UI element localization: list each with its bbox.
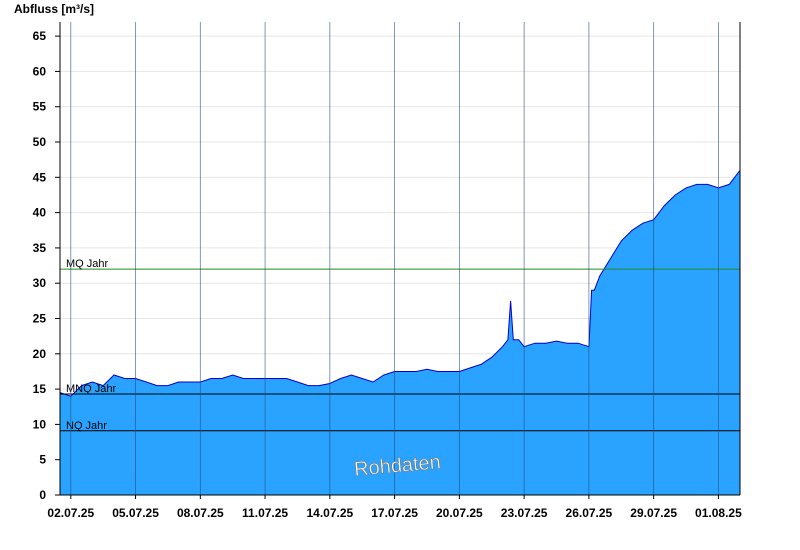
y-tick-label: 40 — [33, 206, 47, 220]
area-layer — [59, 169, 741, 496]
y-tick-label: 0 — [39, 488, 46, 502]
discharge-area — [60, 170, 740, 496]
y-tick-label: 30 — [33, 276, 47, 290]
x-tick-label: 01.08.25 — [695, 506, 742, 520]
x-tick-label: 26.07.25 — [566, 506, 613, 520]
x-tick-label: 23.07.25 — [501, 506, 548, 520]
y-axis-label: Abfluss [m³/s] — [14, 2, 94, 16]
ref-line-label: MNQ Jahr — [66, 383, 116, 395]
y-tick-label: 15 — [33, 382, 47, 396]
x-tick-label: 08.07.25 — [177, 506, 224, 520]
axes — [55, 22, 741, 499]
ref-line-label: NQ Jahr — [66, 420, 107, 432]
y-tick-label: 65 — [33, 29, 47, 43]
y-tick-label: 5 — [39, 453, 46, 467]
y-tick-label: 60 — [33, 64, 47, 78]
x-tick-label: 02.07.25 — [47, 506, 94, 520]
y-tick-label: 55 — [33, 100, 47, 114]
x-tick-label: 20.07.25 — [436, 506, 483, 520]
y-tick-label: 50 — [33, 135, 47, 149]
x-tick-label: 11.07.25 — [242, 506, 288, 520]
x-tick-label: 05.07.25 — [112, 506, 159, 520]
y-tick-label: 10 — [33, 417, 47, 431]
vertical-grid-lines — [70, 22, 719, 495]
x-tick-label: 29.07.25 — [630, 506, 677, 520]
discharge-line — [59, 169, 741, 397]
y-tick-label: 20 — [33, 347, 47, 361]
x-tick-labels: 02.07.25 05.07.25 08.07.25 11.07.25 14.07.25… — [47, 506, 742, 520]
y-tick-label: 25 — [33, 312, 47, 326]
reference-lines: MQ Jahr MNQ Jahr NQ Jahr — [60, 258, 740, 432]
x-tick-label: 14.07.25 — [306, 506, 353, 520]
y-tick-label: 45 — [33, 170, 47, 184]
y-tick-label: 35 — [33, 241, 47, 255]
ref-line-label: MQ Jahr — [66, 258, 109, 270]
y-tick-labels: 0 5 10 15 20 25 30 35 40 45 50 55 60 65 — [33, 29, 47, 502]
x-tick-label: 17.07.25 — [371, 506, 418, 520]
